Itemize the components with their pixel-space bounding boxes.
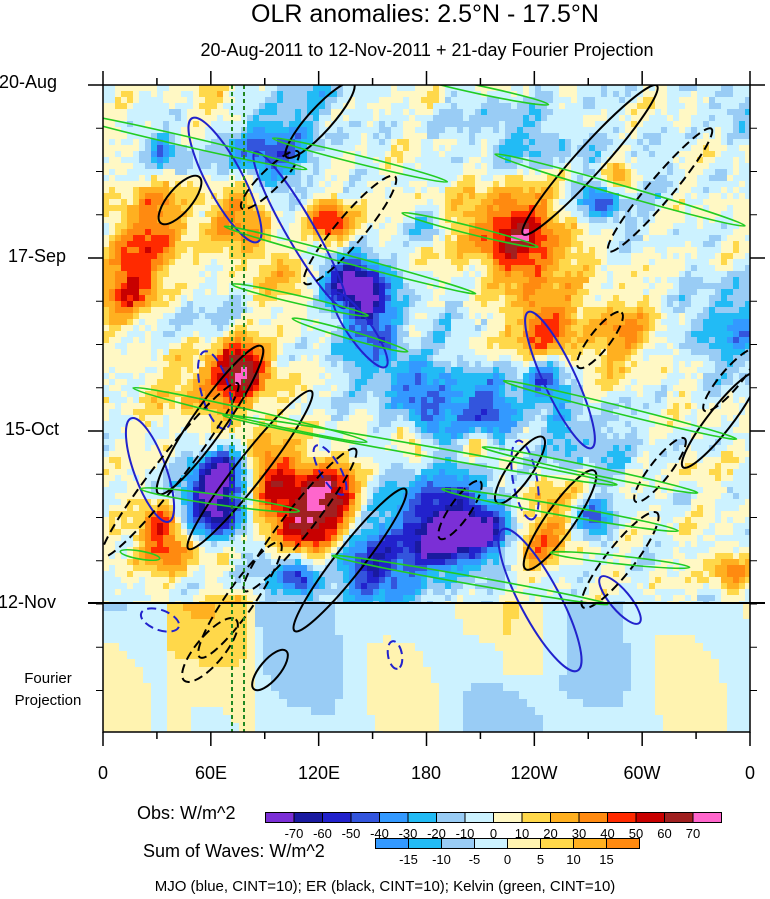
colorbar-level-label: -70 [285, 826, 304, 841]
colorbar-level-label: -50 [342, 826, 361, 841]
x-tick-label-120w: 120W [510, 763, 558, 783]
colorbar-swatch [664, 812, 694, 823]
colorbar-swatch [550, 812, 580, 823]
colorbar-swatch [350, 812, 380, 823]
colorbar-level-label: 70 [686, 826, 700, 841]
colorbar-level-label: 60 [657, 826, 671, 841]
x-tick-label-60e: 60E [194, 763, 228, 783]
colorbar-level-label: 10 [515, 826, 529, 841]
fourier-projection-label: Fourier Projection [14, 670, 82, 709]
y-tick-label-17-sep: 17-Sep [8, 246, 67, 266]
colorbar-level-label: 20 [543, 826, 557, 841]
colorbar-level-label: 0 [504, 852, 511, 867]
colorbar-level-label: -15 [399, 852, 418, 867]
contour-legend-note: MJO (blue, CINT=10); ER (black, CINT=10)… [154, 878, 616, 895]
y-tick-label-20-aug: 20-Aug [0, 72, 58, 92]
colorbar-level-label: 10 [566, 852, 580, 867]
wave-contours [103, 85, 750, 732]
colorbar-level-label: -30 [399, 826, 418, 841]
colorbar-level-label: -40 [370, 826, 389, 841]
obs-colorbar-title: Obs: W/m^2 [137, 803, 236, 823]
colorbar-swatch [578, 812, 608, 823]
colorbar-level-label: -10 [432, 852, 451, 867]
colorbar-level-label: 50 [629, 826, 643, 841]
colorbar-swatch [408, 838, 442, 849]
y-tick-label-12-nov: 12-Nov [0, 592, 57, 612]
colorbar-swatch [293, 812, 323, 823]
colorbar-swatch [379, 812, 409, 823]
colorbar-swatch [474, 838, 508, 849]
chart-subtitle: 20-Aug-2011 to 12-Nov-2011 + 21-day Four… [200, 40, 654, 60]
colorbar-swatch [606, 838, 640, 849]
colorbar-level-label: 15 [599, 852, 613, 867]
colorbar-swatch [375, 838, 409, 849]
waves-colorbar: -15 -10 -5 0 5 10 15 [375, 838, 640, 867]
x-tick-label-0: 0 [97, 763, 108, 783]
colorbar-swatch [464, 812, 494, 823]
obs-colorbar: -70 -60 -50 -40 -30 -20 -10 0 10 20 30 40 50 60 70 [265, 812, 722, 841]
colorbar-swatch [407, 812, 437, 823]
x-tick-label-60w: 60W [623, 763, 661, 783]
colorbar-swatch [441, 838, 475, 849]
colorbar-swatch [265, 812, 295, 823]
colorbar-swatch [493, 812, 523, 823]
colorbar-swatch [692, 812, 722, 823]
olr-field [103, 85, 750, 732]
colorbar-swatch [436, 812, 466, 823]
colorbar-level-label: -20 [427, 826, 446, 841]
colorbar-swatch [521, 812, 551, 823]
colorbar-level-label: -60 [313, 826, 332, 841]
colorbar-swatch [607, 812, 637, 823]
colorbar-swatch [507, 838, 541, 849]
colorbar-level-label: 5 [537, 852, 544, 867]
waves-colorbar-title: Sum of Waves: W/m^2 [143, 841, 325, 861]
x-tick-label-0-right: 0 [744, 763, 755, 783]
colorbar-level-label: -5 [469, 852, 481, 867]
plot-frame [88, 71, 765, 746]
y-tick-label-15-oct: 15-Oct [5, 419, 60, 439]
x-tick-label-120e: 120E [297, 763, 341, 783]
colorbar-swatch [322, 812, 352, 823]
chart-title: OLR anomalies: 2.5°N - 17.5°N [251, 0, 599, 28]
colorbar-level-label: 40 [600, 826, 614, 841]
colorbar-swatch [540, 838, 574, 849]
colorbar-level-label: -10 [456, 826, 475, 841]
colorbar-swatch [635, 812, 665, 823]
x-tick-label-180: 180 [410, 763, 442, 783]
colorbar-swatch [573, 838, 607, 849]
colorbar-level-label: 30 [572, 826, 586, 841]
colorbar-level-label: 0 [490, 826, 497, 841]
